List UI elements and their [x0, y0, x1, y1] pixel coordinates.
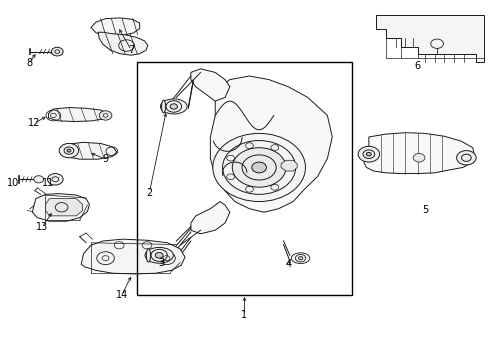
Polygon shape — [375, 15, 484, 62]
Circle shape — [59, 143, 79, 158]
Circle shape — [232, 148, 285, 187]
Text: 2: 2 — [146, 188, 152, 198]
Ellipse shape — [160, 99, 187, 114]
Polygon shape — [63, 142, 117, 159]
Ellipse shape — [291, 253, 309, 264]
Polygon shape — [190, 202, 229, 234]
Polygon shape — [190, 69, 229, 101]
Circle shape — [155, 252, 163, 258]
Circle shape — [99, 111, 112, 120]
Circle shape — [67, 149, 71, 152]
Circle shape — [51, 47, 63, 56]
Polygon shape — [91, 18, 140, 36]
Text: 11: 11 — [42, 178, 55, 188]
Circle shape — [212, 134, 305, 202]
Text: 8: 8 — [26, 58, 32, 68]
Text: 5: 5 — [421, 206, 427, 216]
Circle shape — [366, 152, 370, 156]
Text: 12: 12 — [28, 118, 40, 128]
Polygon shape — [81, 239, 184, 274]
Polygon shape — [98, 32, 148, 55]
Circle shape — [170, 104, 177, 109]
Polygon shape — [32, 194, 89, 221]
Polygon shape — [363, 133, 474, 174]
Polygon shape — [210, 76, 331, 212]
Ellipse shape — [161, 100, 165, 113]
Circle shape — [34, 176, 43, 183]
Text: 6: 6 — [414, 61, 420, 71]
Circle shape — [298, 257, 302, 260]
Circle shape — [456, 150, 475, 165]
Text: 4: 4 — [285, 259, 291, 269]
Text: 14: 14 — [115, 291, 127, 301]
Polygon shape — [45, 199, 82, 216]
Circle shape — [47, 174, 63, 185]
Polygon shape — [281, 160, 297, 171]
Circle shape — [357, 146, 379, 162]
Text: 10: 10 — [7, 178, 19, 188]
Circle shape — [412, 153, 424, 162]
Bar — [137, 62, 351, 295]
Ellipse shape — [146, 249, 150, 262]
Text: 7: 7 — [128, 45, 134, 55]
Polygon shape — [48, 108, 108, 122]
Circle shape — [251, 162, 266, 173]
Text: 9: 9 — [102, 154, 108, 164]
Text: 3: 3 — [158, 258, 164, 268]
Text: 1: 1 — [241, 310, 247, 320]
Ellipse shape — [145, 247, 173, 263]
Text: 13: 13 — [36, 222, 48, 232]
